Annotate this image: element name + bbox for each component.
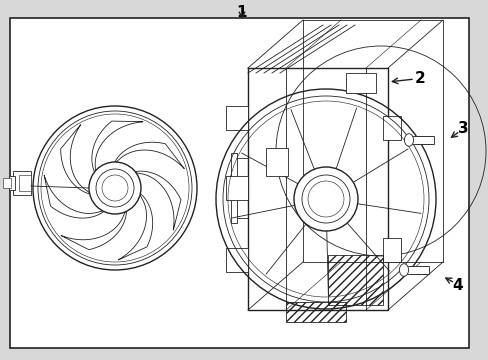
Text: 1: 1 [236, 5, 247, 19]
Bar [406, 266, 428, 274]
Circle shape [102, 175, 128, 201]
Polygon shape [133, 171, 181, 230]
Ellipse shape [404, 134, 413, 146]
Bar [230, 153, 237, 223]
Bar [19, 175, 31, 191]
Bar [13, 171, 31, 195]
Polygon shape [114, 142, 184, 169]
Bar [9, 176, 15, 190]
Circle shape [89, 162, 141, 214]
Ellipse shape [399, 264, 407, 276]
Circle shape [302, 175, 349, 223]
Polygon shape [44, 175, 105, 218]
Bar [411, 136, 433, 144]
Text: 2: 2 [414, 71, 425, 86]
Circle shape [293, 167, 357, 231]
Polygon shape [118, 192, 152, 260]
Bar [3, 178, 11, 188]
Bar [327, 255, 382, 305]
Bar [346, 73, 375, 93]
Polygon shape [61, 125, 92, 194]
Circle shape [96, 169, 134, 207]
Text: 4: 4 [452, 278, 462, 292]
Text: 3: 3 [457, 121, 468, 135]
Circle shape [307, 181, 343, 217]
Bar [285, 302, 346, 322]
Bar [382, 116, 400, 140]
Polygon shape [61, 209, 126, 250]
Bar [225, 248, 247, 272]
Bar [265, 148, 287, 176]
Bar [382, 238, 400, 262]
Bar [225, 106, 247, 130]
Polygon shape [92, 121, 143, 174]
Bar [225, 176, 247, 200]
